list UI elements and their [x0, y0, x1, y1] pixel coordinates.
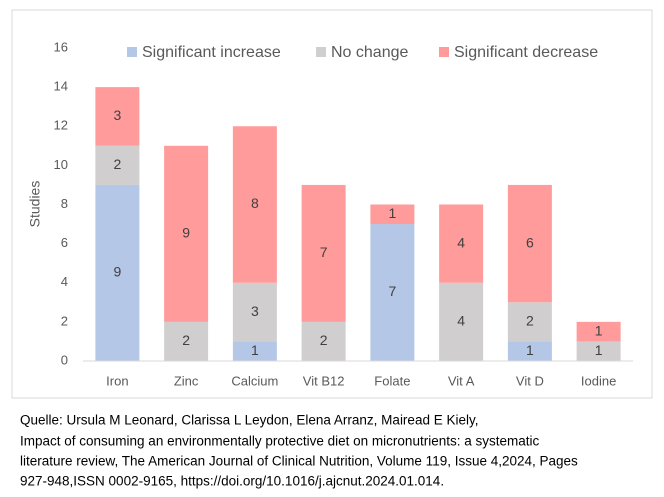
- y-tick-label: 8: [61, 196, 68, 211]
- bar-segment: [576, 341, 621, 361]
- data-label: 3: [251, 303, 259, 319]
- bar-segment: [95, 87, 140, 146]
- legend-swatch: [127, 47, 137, 57]
- caption-line: 927-948,ISSN 0002-9165, https://doi.org/…: [20, 474, 444, 489]
- x-tick-label: Calcium: [231, 373, 278, 388]
- x-tick-label: Vit B12: [303, 373, 345, 388]
- data-label: 4: [457, 234, 465, 250]
- data-label: 1: [595, 322, 603, 338]
- y-tick-label: 12: [54, 118, 68, 133]
- bar-segment: [232, 126, 277, 283]
- legend-label: Significant decrease: [454, 44, 598, 61]
- data-label: 1: [526, 342, 534, 358]
- x-tick-label: Iron: [106, 373, 128, 388]
- data-label: 3: [113, 107, 121, 123]
- legend-swatch: [316, 47, 326, 57]
- bar-segment: [507, 341, 552, 361]
- bar-segment: [439, 282, 484, 361]
- bar-segment: [439, 204, 484, 283]
- data-label: 1: [595, 342, 603, 358]
- bar-segment: [95, 184, 140, 361]
- bar-segment: [232, 282, 277, 342]
- legend-label: No change: [331, 44, 408, 61]
- bar-segment: [507, 302, 552, 342]
- data-label: 9: [182, 225, 190, 241]
- x-tick-label: Vit A: [448, 373, 475, 388]
- bar-segment: [164, 145, 209, 322]
- caption-line: literature review, The American Journal …: [20, 454, 578, 469]
- bar-segment: [95, 145, 140, 185]
- x-tick-label: Zinc: [174, 373, 199, 388]
- bar-segment: [370, 224, 415, 361]
- legend-label: Significant increase: [142, 44, 281, 61]
- y-tick-label: 4: [61, 274, 68, 289]
- data-label: 2: [526, 313, 534, 329]
- caption-line: Quelle: Ursula M Leonard, Clarissa L Ley…: [20, 413, 478, 428]
- y-tick-label: 2: [61, 313, 68, 328]
- data-label: 6: [526, 234, 534, 250]
- bar-segment: [164, 321, 209, 361]
- legend-swatch: [439, 47, 449, 57]
- data-label: 2: [113, 156, 121, 172]
- y-axis-label: Studies: [27, 181, 43, 228]
- data-label: 1: [388, 205, 396, 221]
- bar-segment: [301, 321, 346, 361]
- y-tick-label: 14: [54, 79, 68, 94]
- x-tick-label: Vit D: [516, 373, 544, 388]
- x-tick-label: Folate: [374, 373, 410, 388]
- bar-segment: [301, 184, 346, 322]
- y-tick-label: 0: [61, 352, 68, 367]
- data-label: 8: [251, 195, 259, 211]
- data-label: 9: [113, 264, 121, 280]
- data-label: 2: [182, 332, 190, 348]
- bar-segment: [232, 341, 277, 361]
- bar-segment: [370, 204, 415, 225]
- bar-segment: [507, 184, 552, 303]
- data-label: 4: [457, 313, 465, 329]
- data-label: 7: [320, 244, 328, 260]
- y-tick-label: 6: [61, 235, 68, 250]
- y-tick-label: 16: [54, 39, 68, 54]
- data-label: 2: [320, 332, 328, 348]
- x-tick-label: Iodine: [581, 373, 616, 388]
- bar-segment: [576, 321, 621, 342]
- data-label: 7: [388, 283, 396, 299]
- caption-line: Impact of consuming an environmentally p…: [20, 434, 539, 449]
- data-label: 1: [251, 342, 259, 358]
- y-tick-label: 10: [54, 157, 68, 172]
